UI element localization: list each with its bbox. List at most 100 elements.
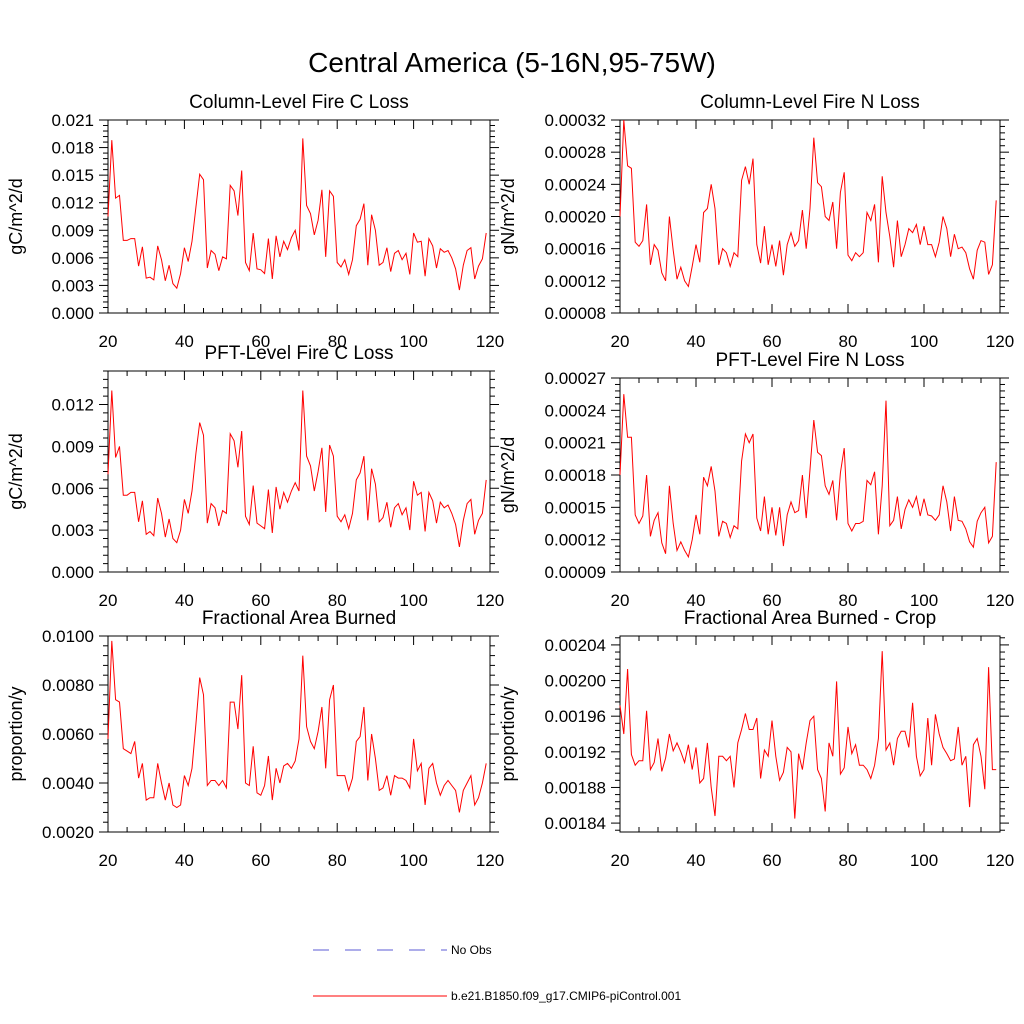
y-tick-label: 0.0080 xyxy=(42,676,94,695)
x-tick-label: 120 xyxy=(476,851,504,870)
x-tick-label: 20 xyxy=(611,332,630,351)
x-tick-label: 40 xyxy=(175,332,194,351)
y-tick-label: 0.00200 xyxy=(545,672,606,691)
x-tick-label: 120 xyxy=(986,332,1014,351)
y-tick-label: 0.012 xyxy=(51,194,94,213)
x-tick-label: 20 xyxy=(611,591,630,610)
y-tick-label: 0.000 xyxy=(51,304,94,323)
chart-panel-2: Column-Level Fire N Loss 20 40 60 80 100 120 0.… xyxy=(498,92,1014,351)
x-tick-label: 80 xyxy=(328,851,347,870)
series-line xyxy=(619,394,997,559)
x-tick-label: 20 xyxy=(99,851,118,870)
x-tick-label: 60 xyxy=(763,591,782,610)
x-tick-label: 120 xyxy=(476,591,504,610)
y-tick-label: 0.00028 xyxy=(545,143,606,162)
x-tick-label: 120 xyxy=(986,851,1014,870)
x-tick-label: 20 xyxy=(99,591,118,610)
y-tick-label: 0.00192 xyxy=(545,743,606,762)
legend-obs-label: No Obs xyxy=(451,943,492,957)
series-line xyxy=(107,390,487,547)
y-axis-label: gN/m^2/d xyxy=(498,437,518,513)
y-tick-label: 0.018 xyxy=(51,139,94,158)
plot-frame xyxy=(107,370,491,573)
y-tick-label: 0.0020 xyxy=(42,823,94,842)
x-tick-label: 80 xyxy=(328,591,347,610)
x-tick-label: 120 xyxy=(476,332,504,351)
x-tick-label: 80 xyxy=(839,851,858,870)
y-axis-label: gN/m^2/d xyxy=(498,178,518,254)
x-tick-label: 60 xyxy=(251,591,270,610)
y-tick-label: 0.00015 xyxy=(545,498,606,517)
x-tick-label: 40 xyxy=(175,591,194,610)
y-tick-label: 0.00018 xyxy=(545,466,606,485)
y-tick-label: 0.021 xyxy=(51,111,94,130)
panel-title: Fractional Area Burned xyxy=(202,608,396,629)
y-tick-label: 0.012 xyxy=(51,396,94,415)
legend: No Obs b.e21.B1850.f09_g17.CMIP6-piContr… xyxy=(313,943,681,1003)
x-tick-label: 100 xyxy=(910,851,938,870)
series-line xyxy=(107,640,487,813)
y-tick-label: 0.00027 xyxy=(545,369,606,388)
x-tick-label: 100 xyxy=(910,591,938,610)
y-tick-label: 0.0040 xyxy=(42,774,94,793)
chart-panel-1: Column-Level Fire C Loss 20 40 60 80 100 120 0.… xyxy=(6,92,504,351)
y-tick-label: 0.003 xyxy=(51,521,94,540)
x-tick-label: 40 xyxy=(687,851,706,870)
y-tick-label: 0.00024 xyxy=(545,175,606,194)
y-tick-label: 0.00032 xyxy=(545,111,606,130)
y-axis-label: gC/m^2/d xyxy=(6,433,26,509)
y-tick-label: 0.00009 xyxy=(545,563,606,582)
y-tick-label: 0.0100 xyxy=(42,627,94,646)
panel-title: Column-Level Fire C Loss xyxy=(189,92,409,113)
y-tick-label: 0.009 xyxy=(51,221,94,240)
y-tick-label: 0.00204 xyxy=(545,636,606,655)
x-tick-label: 40 xyxy=(687,591,706,610)
panel-title: Fractional Area Burned - Crop xyxy=(684,608,936,629)
figure-title: Central America (5-16N,95-75W) xyxy=(308,47,716,78)
x-tick-label: 100 xyxy=(399,332,427,351)
y-tick-label: 0.00012 xyxy=(545,272,606,291)
y-tick-label: 0.015 xyxy=(51,166,94,185)
x-tick-label: 60 xyxy=(763,332,782,351)
y-tick-label: 0.006 xyxy=(51,249,94,268)
y-axis-label: gC/m^2/d xyxy=(6,178,26,254)
panel-title: PFT-Level Fire N Loss xyxy=(716,350,905,371)
x-tick-label: 20 xyxy=(611,851,630,870)
y-axis-label: proportion/y xyxy=(498,686,518,781)
x-tick-label: 80 xyxy=(328,332,347,351)
panels: Column-Level Fire C Loss 20 40 60 80 100 120 0.… xyxy=(6,92,1014,870)
chart-panel-5: Fractional Area Burned 20 40 60 80 100 120 0.00… xyxy=(6,608,504,870)
chart-panel-3: PFT-Level Fire C Loss 20 40 60 80 100 120 0.000… xyxy=(6,343,504,610)
series-line xyxy=(619,119,997,288)
y-axis-label: proportion/y xyxy=(6,686,26,781)
y-tick-label: 0.009 xyxy=(51,437,94,456)
y-tick-label: 0.003 xyxy=(51,276,94,295)
x-tick-label: 80 xyxy=(839,332,858,351)
x-tick-label: 60 xyxy=(251,332,270,351)
y-tick-label: 0.00012 xyxy=(545,531,606,550)
x-tick-label: 80 xyxy=(839,591,858,610)
x-tick-label: 20 xyxy=(99,332,118,351)
plot-frame xyxy=(619,635,1001,833)
y-tick-label: 0.00016 xyxy=(545,240,606,259)
series-line xyxy=(107,138,487,291)
plot-frame xyxy=(107,119,491,314)
chart-panel-6: Fractional Area Burned - Crop 20 40 60 80 100… xyxy=(498,608,1014,870)
x-tick-label: 40 xyxy=(687,332,706,351)
panel-title: PFT-Level Fire C Loss xyxy=(205,343,394,364)
x-tick-label: 60 xyxy=(763,851,782,870)
y-tick-label: 0.00008 xyxy=(545,304,606,323)
x-tick-label: 40 xyxy=(175,851,194,870)
series-line xyxy=(619,651,997,819)
y-tick-label: 0.00188 xyxy=(545,778,606,797)
y-tick-label: 0.000 xyxy=(51,563,94,582)
y-tick-label: 0.00184 xyxy=(545,814,606,833)
y-tick-label: 0.006 xyxy=(51,479,94,498)
x-tick-label: 100 xyxy=(399,851,427,870)
y-tick-label: 0.00020 xyxy=(545,208,606,227)
x-tick-label: 120 xyxy=(986,591,1014,610)
panel-title: Column-Level Fire N Loss xyxy=(700,92,920,113)
x-tick-label: 100 xyxy=(910,332,938,351)
y-tick-label: 0.00021 xyxy=(545,434,606,453)
